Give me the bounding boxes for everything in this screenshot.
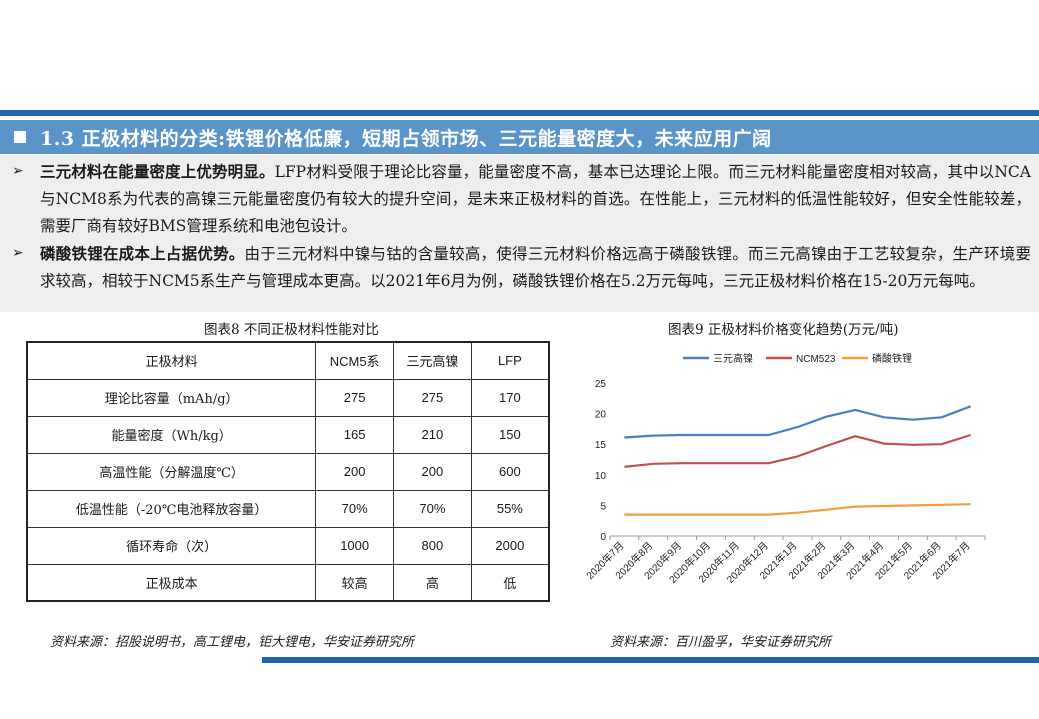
y-tick-label: 10: [595, 471, 607, 482]
paragraph-2-text: 由于三元材料中镍与钴的含量较高，使得三元材料价格远高于磷酸铁锂。而三元高镍由于工…: [40, 245, 1031, 290]
table-row: 循环寿命（次） 1000 800 2000: [26, 526, 550, 565]
table-cell: 210: [393, 415, 472, 454]
table-cell: 165: [315, 415, 395, 454]
table-cell: 低: [470, 563, 550, 602]
legend-label: 三元高镍: [713, 352, 753, 365]
table-header-cell: LFP: [470, 341, 550, 380]
table-cell: 1000: [315, 526, 395, 565]
table-source-note: 资料来源：招股说明书，高工锂电，钜大锂电，华安证券研究所: [50, 635, 415, 650]
legend-label: NCM523: [796, 354, 836, 365]
section-title: 1.3 正极材料的分类:铁锂价格低廉，短期占领市场、三元能量密度大，未来应用广阔: [40, 127, 772, 150]
y-tick-label: 0: [600, 532, 606, 543]
table-row: 理论比容量（mAh/g） 275 275 170: [26, 378, 550, 417]
table-cell: 理论比容量（mAh/g）: [26, 378, 317, 417]
square-bullet-icon: [14, 131, 26, 143]
table-cell: 较高: [315, 563, 395, 602]
summary-paragraph-1: ➢ 三元材料在能量密度上优势明显。LFP材料受限于理论比容量，能量密度不高，基本…: [12, 158, 1031, 240]
table-cell: 能量密度（Wh/kg）: [26, 415, 317, 454]
table-cell: 170: [470, 378, 550, 417]
table-row: 低温性能（-20℃电池释放容量） 70% 70% 55%: [26, 489, 550, 528]
paragraph-1-text: LFP材料受限于理论比容量，能量密度不高，基本已达理论上限。而三元材料能量密度相…: [40, 163, 1031, 235]
table-cell: 200: [393, 452, 472, 491]
table-cell: 低温性能（-20℃电池释放容量）: [26, 489, 317, 528]
table-cell: 2000: [470, 526, 550, 565]
paragraph-2-highlight: 磷酸铁锂在成本上占据优势。: [40, 244, 245, 263]
table-cell: 70%: [393, 489, 472, 528]
paragraph-1-highlight: 三元材料在能量密度上优势明显。: [40, 162, 275, 181]
table-caption: 图表8 不同正极材料性能对比: [204, 322, 379, 338]
chart-caption: 图表9 正极材料价格变化趋势(万元/吨): [668, 322, 899, 338]
y-tick-label: 5: [600, 501, 606, 512]
table-cell: 正极成本: [26, 563, 317, 602]
price-trend-chart: 2020年7月2020年8月2020年9月2020年10月2020年11月202…: [584, 352, 986, 586]
table-cell: 循环寿命（次）: [26, 526, 317, 565]
summary-box: ➢ 三元材料在能量密度上优势明显。LFP材料受限于理论比容量，能量密度不高，基本…: [0, 155, 1039, 312]
legend-label: 磷酸铁锂: [872, 352, 912, 365]
series-line: [624, 433, 971, 468]
y-tick-label: 15: [595, 440, 607, 451]
table-header-row: 正极材料 NCM5系 三元高镍 LFP: [26, 341, 550, 380]
table-row: 高温性能（分解温度℃） 200 200 600: [26, 452, 550, 491]
table-cell: 200: [315, 452, 395, 491]
table-cell: 70%: [315, 489, 395, 528]
table-cell: 55%: [470, 489, 550, 528]
series-line: [624, 503, 971, 516]
summary-paragraph-2: ➢ 磷酸铁锂在成本上占据优势。由于三元材料中镍与钴的含量较高，使得三元材料价格远…: [12, 240, 1031, 295]
table-header-cell: NCM5系: [315, 341, 395, 380]
arrow-bullet-icon: ➢: [12, 245, 24, 261]
table-header-cell: 正极材料: [26, 341, 317, 380]
table-header-cell: 三元高镍: [393, 341, 472, 380]
table-cell: 275: [315, 378, 395, 417]
table-row: 正极成本 较高 高 低: [26, 563, 550, 602]
table-cell: 275: [393, 378, 472, 417]
table-cell: 高温性能（分解温度℃）: [26, 452, 317, 491]
table-row: 能量密度（Wh/kg） 165 210 150: [26, 415, 550, 454]
top-rule: [0, 110, 1039, 116]
series-line: [624, 405, 971, 439]
table-cell: 600: [470, 452, 550, 491]
table-cell: 800: [393, 526, 472, 565]
y-tick-label: 25: [595, 379, 607, 390]
table-cell: 高: [393, 563, 472, 602]
table-cell: 150: [470, 415, 550, 454]
performance-comparison-table: 正极材料 NCM5系 三元高镍 LFP 理论比容量（mAh/g） 275 275…: [26, 341, 550, 602]
chart-source-note: 资料来源：百川盈孚，华安证券研究所: [610, 635, 832, 650]
bottom-rule: [262, 657, 1039, 663]
y-tick-label: 20: [595, 410, 607, 421]
arrow-bullet-icon: ➢: [12, 163, 24, 179]
section-header: 1.3 正极材料的分类:铁锂价格低廉，短期占领市场、三元能量密度大，未来应用广阔: [0, 120, 1039, 154]
